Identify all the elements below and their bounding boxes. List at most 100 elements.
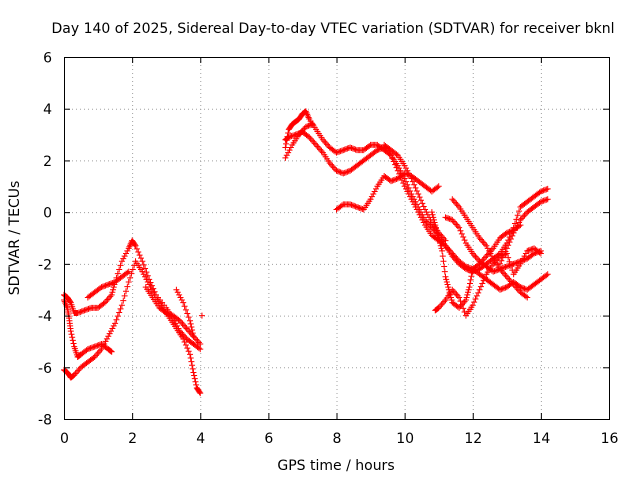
data-point (329, 163, 336, 170)
data-point (99, 283, 106, 290)
data-point (537, 198, 544, 205)
data-point (188, 323, 195, 330)
y-tick-labels: -8 -6 -4 -2 0 2 4 6 (38, 51, 52, 429)
data-point (417, 214, 424, 221)
scatter-series (173, 286, 197, 340)
data-point (480, 277, 487, 284)
data-point (133, 245, 140, 252)
data-point (289, 132, 296, 139)
data-point (466, 284, 473, 291)
data-point (404, 167, 411, 174)
data-point (409, 198, 416, 205)
data-point (540, 187, 547, 194)
data-point (543, 196, 550, 203)
data-point (139, 258, 146, 265)
data-point (462, 297, 469, 304)
data-point (143, 276, 150, 283)
data-point (334, 168, 341, 175)
data-point (93, 343, 100, 350)
data-point (197, 390, 204, 397)
data-point (484, 251, 491, 258)
data-point (396, 165, 403, 172)
data-point (375, 146, 382, 153)
data-point (492, 267, 499, 274)
data-point (520, 213, 527, 220)
data-point (108, 348, 115, 355)
data-point (377, 146, 384, 153)
data-point (341, 169, 348, 176)
x-tick-label: 8 (333, 431, 342, 447)
data-point (505, 262, 512, 269)
data-point (450, 197, 457, 204)
data-point (69, 334, 76, 341)
data-point (84, 306, 91, 313)
data-point (102, 282, 109, 289)
data-point (482, 274, 489, 281)
data-point (87, 345, 94, 352)
data-point (129, 266, 136, 273)
data-point (501, 251, 508, 258)
data-point (438, 245, 445, 252)
data-point (183, 325, 190, 332)
data-point (347, 201, 354, 208)
data-point (90, 344, 97, 351)
data-point (197, 346, 204, 353)
data-point (108, 280, 115, 287)
data-point (473, 255, 480, 262)
x-tick-label: 10 (396, 431, 414, 447)
data-point (180, 335, 187, 342)
data-point (315, 145, 322, 152)
data-point (453, 291, 460, 298)
data-point (187, 351, 194, 358)
data-point (321, 138, 328, 145)
data-point (181, 303, 188, 310)
data-point (112, 320, 119, 327)
data-point (427, 216, 434, 223)
data-point (405, 191, 412, 198)
y-tick-label: -4 (38, 309, 52, 325)
data-point (86, 305, 93, 312)
data-point (124, 283, 131, 290)
data-point (90, 354, 97, 361)
data-point (80, 307, 87, 314)
data-point (503, 229, 510, 236)
data-point (464, 263, 471, 270)
data-point (513, 216, 520, 223)
data-point (390, 158, 397, 165)
data-point (116, 266, 123, 273)
data-point (120, 255, 127, 262)
data-point (108, 328, 115, 335)
data-point (420, 203, 427, 210)
data-point (349, 145, 356, 152)
data-point (91, 343, 98, 350)
data-point (415, 209, 422, 216)
data-point (105, 281, 112, 288)
data-point (458, 230, 465, 237)
data-point (370, 191, 377, 198)
data-point (75, 309, 82, 316)
data-point (409, 178, 416, 185)
data-point (522, 286, 529, 293)
data-point (374, 147, 381, 154)
data-point (517, 258, 524, 265)
data-point (452, 220, 459, 227)
data-point (503, 245, 510, 252)
data-point (467, 280, 474, 287)
data-point (457, 227, 464, 234)
chart-title: Day 140 of 2025, Sidereal Day-to-day VTE… (52, 21, 615, 37)
data-point (412, 184, 419, 191)
scatter-series (142, 284, 204, 348)
data-point (503, 273, 510, 280)
data-point (509, 232, 516, 239)
data-point (146, 281, 153, 288)
data-point (437, 240, 444, 247)
data-point (142, 273, 149, 280)
data-point (465, 264, 472, 271)
data-point (114, 313, 121, 320)
scatter-series (428, 209, 524, 311)
data-point (416, 211, 423, 218)
data-point (454, 292, 461, 299)
data-point (359, 206, 366, 213)
data-point (506, 262, 513, 269)
x-tick-label: 4 (196, 431, 205, 447)
